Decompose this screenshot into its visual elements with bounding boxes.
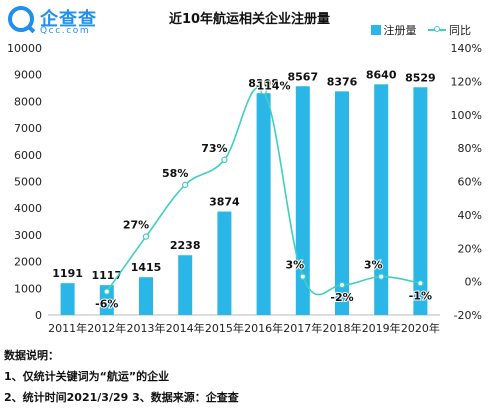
bar xyxy=(139,277,153,315)
bar-value-label: 3874 xyxy=(209,196,240,209)
y-right-tick-label: 80% xyxy=(458,142,482,155)
bar xyxy=(413,87,428,316)
y-left-tick-label: 1000 xyxy=(14,282,42,295)
notes-line-1: 1、仅统计关键词为“航运”的企业 xyxy=(4,370,170,383)
yoy-point xyxy=(221,156,228,164)
y-left-tick-label: 8000 xyxy=(14,95,42,108)
y-right-tick-label: 0% xyxy=(465,276,482,289)
bar-value-label: 1117 xyxy=(91,269,122,282)
yoy-point xyxy=(338,281,346,289)
legend-bar-label: 注册量 xyxy=(383,24,417,37)
x-tick-label: 2018年 xyxy=(323,321,362,335)
legend-line-label: 同比 xyxy=(449,24,471,37)
x-tick-label: 2014年 xyxy=(166,321,205,335)
x-tick-label: 2013年 xyxy=(127,321,166,335)
chart-legend: 注册量 同比 xyxy=(363,22,471,38)
yoy-value-label: -6% xyxy=(95,298,118,311)
bar-value-label: 8529 xyxy=(405,71,436,84)
legend-item-line: 同比 xyxy=(428,22,471,38)
bar-value-label: 8376 xyxy=(327,75,358,88)
qcc-logo: 企查查 Qcc.com xyxy=(6,4,126,40)
bar xyxy=(178,255,193,315)
yoy-value-label: 3% xyxy=(285,259,304,272)
bar xyxy=(217,211,232,315)
yoy-point xyxy=(181,181,189,189)
bar xyxy=(374,84,389,315)
yoy-point xyxy=(103,288,111,295)
bar xyxy=(99,285,114,315)
bar xyxy=(335,91,349,315)
x-tick-label: 2016年 xyxy=(244,321,283,335)
y-left-tick-label: 6000 xyxy=(14,149,42,162)
y-left-tick-label: 7000 xyxy=(14,122,42,135)
notes-heading: 数据说明： xyxy=(4,349,59,362)
data-notes: 数据说明： 1、仅统计关键词为“航运”的企业 2、统计时间2021/3/29 3… xyxy=(4,345,239,408)
yoy-point xyxy=(142,233,150,240)
bar xyxy=(60,283,75,315)
yoy-point xyxy=(260,88,267,95)
y-left-tick-label: 4000 xyxy=(14,202,42,215)
magnifier-logo-icon xyxy=(8,6,34,32)
chart-canvas: 0 1000 2000 3000 4000 5000 6000 7000 8000 9000 100… xyxy=(7,42,482,335)
yoy-value-label: 27% xyxy=(123,219,149,232)
bar xyxy=(295,86,310,315)
x-tick-label: 2019年 xyxy=(362,321,401,335)
bar-value-label: 8567 xyxy=(287,70,318,83)
yoy-value-label: 58% xyxy=(162,167,188,180)
bar xyxy=(256,93,271,316)
bar-value-label: 1191 xyxy=(52,267,83,280)
logo-domain: Qcc.com xyxy=(40,26,91,36)
bar-value-label: 8640 xyxy=(366,68,397,81)
line-swatch-icon xyxy=(428,25,446,35)
notes-line-2: 2、统计时间2021/3/29 3、数据来源：企查查 xyxy=(4,391,239,404)
x-tick-label: 2017年 xyxy=(283,321,322,335)
y-left-tick-label: 2000 xyxy=(14,256,42,269)
yoy-point xyxy=(299,273,306,280)
bar-value-label: 1415 xyxy=(131,261,162,274)
y-right-tick-label: 100% xyxy=(451,109,482,122)
y-right-tick-label: 20% xyxy=(458,242,482,255)
yoy-value-label: 73% xyxy=(201,142,227,155)
y-left-tick-label: 0 xyxy=(35,309,42,322)
bar-value-label: 2238 xyxy=(170,239,201,252)
y-left-tick-label: 10000 xyxy=(7,42,42,55)
yoy-value-label: 114% xyxy=(257,79,291,92)
legend-item-bar: 注册量 xyxy=(370,22,417,38)
x-tick-label: 2011年 xyxy=(48,321,87,335)
yoy-value-label: -2% xyxy=(330,291,353,304)
x-tick-label: 2015年 xyxy=(205,321,244,335)
yoy-point xyxy=(417,280,424,287)
logo-name: 企查查 xyxy=(40,9,97,30)
bar-swatch-icon xyxy=(370,25,381,35)
bar-value-label: 8308 xyxy=(248,77,279,90)
yoy-value-label: 3% xyxy=(364,259,383,272)
chart-title: 近10年航运相关企业注册量 xyxy=(168,12,331,27)
y-left-tick-label: 9000 xyxy=(14,69,42,82)
x-tick-label: 2020年 xyxy=(401,321,440,335)
yoy-point xyxy=(378,273,385,280)
y-right-tick-label: 120% xyxy=(451,75,482,88)
yoy-value-label: -1% xyxy=(409,289,432,302)
y-left-tick-label: 5000 xyxy=(14,176,42,189)
y-right-tick-label: 60% xyxy=(458,176,482,189)
y-right-tick-label: -20% xyxy=(454,309,482,322)
x-tick-label: 2012年 xyxy=(87,321,126,335)
y-left-tick-label: 3000 xyxy=(14,229,42,242)
y-right-tick-label: 40% xyxy=(458,209,482,222)
y-right-tick-label: 140% xyxy=(451,42,482,55)
